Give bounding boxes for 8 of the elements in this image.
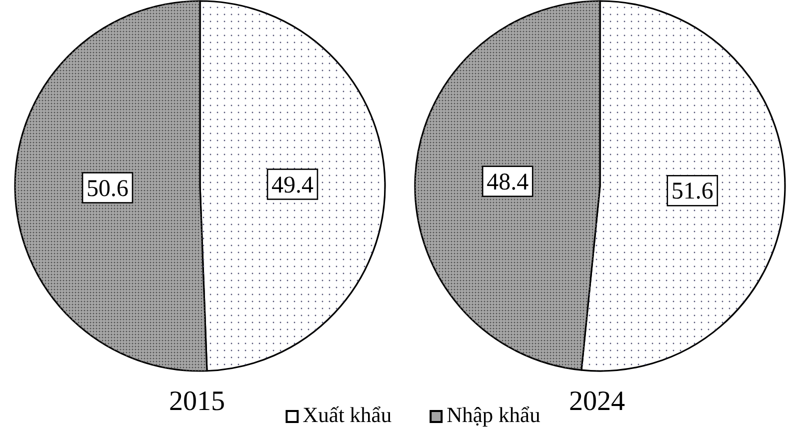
data-label: 48.4	[486, 169, 529, 196]
data-label: 50.6	[86, 176, 129, 202]
slice-label: 2024	[569, 386, 625, 417]
slice-label: 2015	[169, 386, 225, 417]
data-label: 49.4	[271, 172, 314, 198]
legend-label: Nhập khẩu	[446, 403, 541, 427]
legend-label: Xuất khẩu	[302, 403, 392, 427]
data-label: 51.6	[671, 178, 714, 205]
